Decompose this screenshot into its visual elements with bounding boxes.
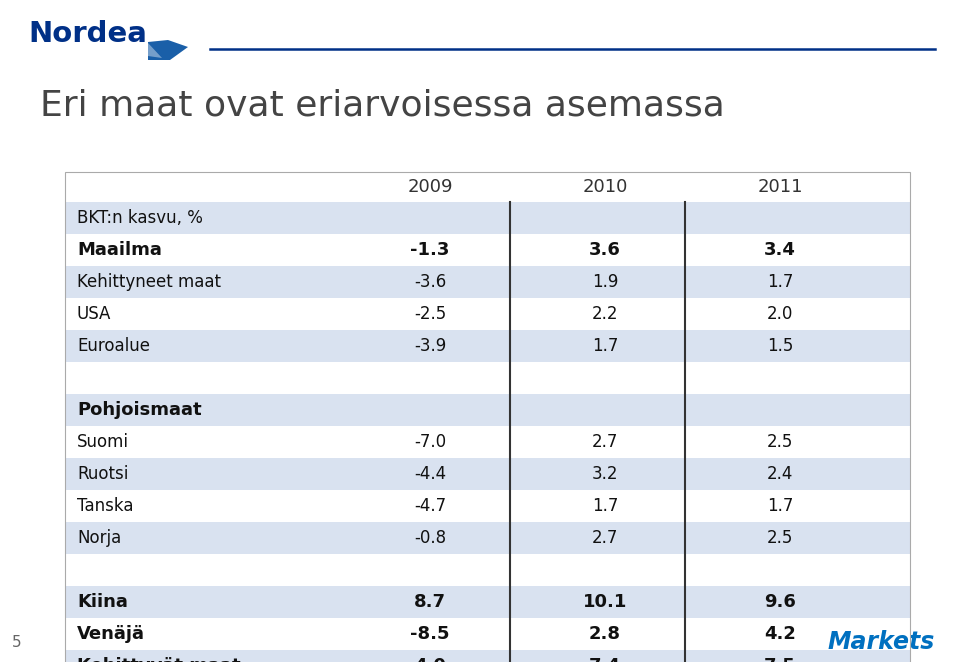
Text: Pohjoismaat: Pohjoismaat [77, 401, 202, 419]
Bar [65, 202, 910, 234]
Text: 10.1: 10.1 [583, 593, 627, 611]
Text: 2.0: 2.0 [767, 305, 793, 323]
Text: 3.4: 3.4 [764, 241, 796, 259]
Polygon shape [148, 40, 188, 60]
Text: 2010: 2010 [583, 178, 628, 196]
Text: 2.7: 2.7 [591, 433, 618, 451]
Bar [65, 426, 910, 458]
Bar [65, 458, 910, 490]
Text: 1.5: 1.5 [767, 337, 793, 355]
Text: 2.4: 2.4 [767, 465, 793, 483]
Text: -2.5: -2.5 [414, 305, 446, 323]
Text: 5: 5 [12, 635, 22, 650]
Text: Markets: Markets [828, 630, 935, 654]
Text: Tanska: Tanska [77, 497, 133, 515]
Text: 2.7: 2.7 [591, 529, 618, 547]
Text: -3.6: -3.6 [414, 273, 446, 291]
Text: 7.5: 7.5 [764, 657, 796, 662]
Text: -0.8: -0.8 [414, 529, 446, 547]
Text: 8.7: 8.7 [414, 593, 446, 611]
Text: 1.9: 1.9 [591, 273, 618, 291]
Bar [65, 362, 910, 394]
Bar [65, 586, 910, 618]
Text: 7.4: 7.4 [589, 657, 621, 662]
Polygon shape [148, 43, 162, 58]
Text: Eri maat ovat eriarvoisessa asemassa: Eri maat ovat eriarvoisessa asemassa [40, 89, 725, 123]
Text: 2.5: 2.5 [767, 433, 793, 451]
Text: Kiina: Kiina [77, 593, 128, 611]
Text: 4.0: 4.0 [414, 657, 446, 662]
Bar [65, 650, 910, 662]
Text: Maailma: Maailma [77, 241, 162, 259]
Text: 2.5: 2.5 [767, 529, 793, 547]
Text: 2.8: 2.8 [589, 625, 621, 643]
Bar [65, 522, 910, 554]
Text: Ruotsi: Ruotsi [77, 465, 129, 483]
Bar [65, 394, 910, 426]
Text: 1.7: 1.7 [591, 497, 618, 515]
Text: 2009: 2009 [407, 178, 453, 196]
Text: BKT:n kasvu, %: BKT:n kasvu, % [77, 209, 203, 227]
Text: Kehittyneet maat: Kehittyneet maat [77, 273, 221, 291]
Text: Kehittyvät maat: Kehittyvät maat [77, 657, 241, 662]
Text: 4.2: 4.2 [764, 625, 796, 643]
Bar [65, 298, 910, 330]
Text: 3.2: 3.2 [591, 465, 618, 483]
Text: 3.6: 3.6 [589, 241, 621, 259]
Text: -4.4: -4.4 [414, 465, 446, 483]
Text: -1.3: -1.3 [410, 241, 449, 259]
Bar [65, 234, 910, 266]
Text: -4.7: -4.7 [414, 497, 446, 515]
Bar [65, 490, 910, 522]
Text: 1.7: 1.7 [767, 497, 793, 515]
Text: Venäjä: Venäjä [77, 625, 145, 643]
Text: Norja: Norja [77, 529, 121, 547]
Bar [65, 266, 910, 298]
Text: USA: USA [77, 305, 111, 323]
Text: 1.7: 1.7 [591, 337, 618, 355]
Text: 9.6: 9.6 [764, 593, 796, 611]
Text: -3.9: -3.9 [414, 337, 446, 355]
Text: Euroalue: Euroalue [77, 337, 150, 355]
Bar [65, 330, 910, 362]
Bar [65, 172, 910, 662]
Text: 2.2: 2.2 [591, 305, 618, 323]
Text: 1.7: 1.7 [767, 273, 793, 291]
Bar [65, 554, 910, 586]
Text: -8.5: -8.5 [410, 625, 449, 643]
Text: Suomi: Suomi [77, 433, 129, 451]
Text: 2011: 2011 [757, 178, 803, 196]
Text: -7.0: -7.0 [414, 433, 446, 451]
Bar [65, 618, 910, 650]
Text: Nordea: Nordea [28, 20, 147, 48]
